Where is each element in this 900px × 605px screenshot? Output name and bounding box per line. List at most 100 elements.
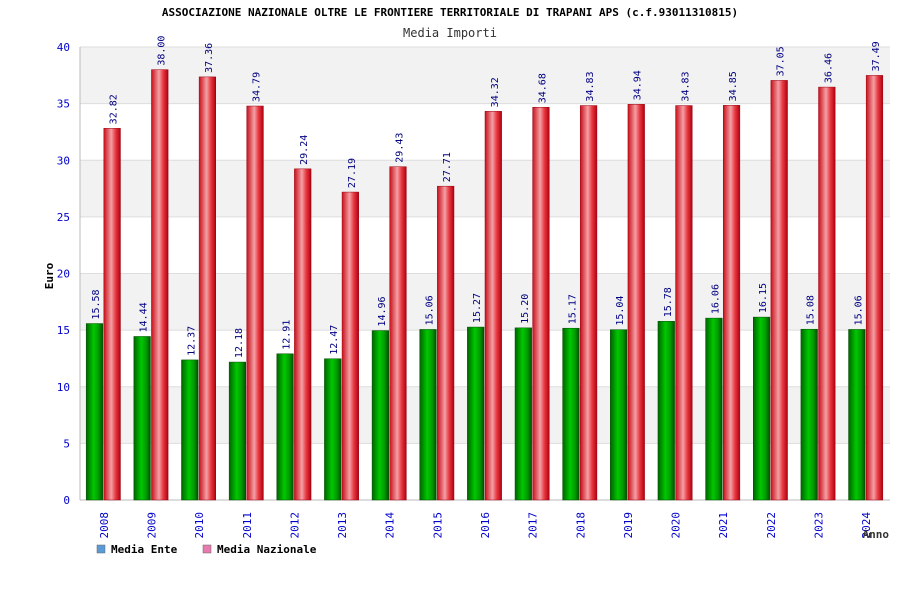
y-axis: 0 5 10 15 20 25 30 35 40 — [57, 41, 70, 507]
y-tick-label: 15 — [57, 324, 70, 337]
bar-media-nazionale — [198, 76, 216, 501]
bar-media-ente — [514, 327, 532, 501]
bar-media-nazionale — [437, 185, 455, 501]
legend-swatch — [96, 544, 106, 554]
bar-media-ente — [610, 329, 628, 501]
data-label: 38.00 — [156, 36, 167, 66]
bar-media-nazionale — [341, 191, 359, 501]
y-tick-label: 25 — [57, 211, 70, 224]
bar-media-nazionale — [532, 106, 550, 501]
data-label: 16.15 — [758, 283, 769, 313]
x-axis: 2008 2009 2010 2011 2012 2013 2014 2015 2016 2017… — [98, 512, 873, 539]
y-tick-label: 10 — [57, 381, 70, 394]
data-label: 15.78 — [663, 287, 674, 317]
y-tick-label: 0 — [63, 494, 70, 507]
data-label: 15.04 — [615, 296, 626, 326]
x-tick-label: 2009 — [145, 512, 158, 539]
x-tick-label: 2013 — [336, 512, 349, 539]
bar-media-nazionale — [484, 111, 502, 501]
bars — [85, 69, 884, 501]
x-tick-label: 2012 — [288, 512, 301, 539]
data-label: 16.06 — [710, 284, 721, 314]
bar-media-ente — [467, 326, 485, 501]
x-tick-label: 2016 — [479, 512, 492, 539]
bar-media-ente — [324, 358, 342, 501]
y-tick-label: 30 — [57, 154, 70, 167]
y-tick-label: 20 — [57, 268, 70, 281]
y-tick-label: 40 — [57, 41, 70, 54]
data-label: 12.91 — [282, 320, 293, 350]
data-label: 14.44 — [139, 302, 150, 332]
bar-media-ente — [753, 316, 771, 501]
x-tick-label: 2018 — [574, 512, 587, 539]
chart-title: ASSOCIAZIONE NAZIONALE OLTRE LE FRONTIER… — [162, 6, 738, 19]
legend-item-media-ente: Media Ente — [111, 543, 178, 556]
bar-media-nazionale — [627, 104, 645, 501]
data-label: 34.94 — [633, 70, 644, 100]
data-label: 15.20 — [520, 294, 531, 324]
x-tick-label: 2020 — [670, 512, 683, 539]
data-label: 29.43 — [395, 133, 406, 163]
bar-media-nazionale — [103, 128, 121, 501]
data-label: 15.17 — [567, 294, 578, 324]
data-label: 34.83 — [680, 71, 691, 101]
bar-media-ente — [276, 353, 294, 501]
x-tick-label: 2022 — [765, 512, 778, 539]
y-tick-label: 5 — [63, 437, 70, 450]
chart-subtitle: Media Importi — [403, 26, 497, 40]
bar-media-nazionale — [865, 75, 884, 501]
data-label: 34.79 — [252, 72, 263, 102]
x-tick-label: 2010 — [193, 512, 206, 539]
data-label: 14.96 — [377, 296, 388, 326]
data-label: 29.24 — [299, 135, 310, 165]
x-tick-label: 2011 — [241, 512, 254, 539]
data-label: 27.19 — [347, 158, 358, 188]
data-label: 12.47 — [329, 325, 340, 355]
data-label: 37.05 — [776, 46, 787, 76]
bar-media-nazionale — [580, 105, 598, 501]
bar-media-nazionale — [722, 105, 741, 501]
x-tick-label: 2024 — [860, 512, 873, 539]
data-label: 37.49 — [871, 41, 882, 71]
y-tick-label: 35 — [57, 98, 70, 111]
x-tick-label: 2014 — [384, 512, 397, 539]
bar-media-nazionale — [151, 69, 169, 501]
bar-media-ente — [228, 361, 247, 501]
bar-media-ente — [848, 329, 866, 501]
data-label: 34.85 — [728, 71, 739, 101]
bar-media-ente — [371, 330, 389, 501]
bar-media-ente — [562, 327, 580, 501]
data-label: 34.32 — [490, 77, 501, 107]
bar-media-ente — [181, 359, 199, 501]
bar-media-nazionale — [818, 86, 836, 501]
data-label: 15.27 — [472, 293, 483, 323]
x-tick-label: 2008 — [98, 512, 111, 539]
data-label: 15.58 — [91, 289, 102, 319]
bar-media-nazionale — [770, 80, 788, 501]
bar-media-nazionale — [246, 105, 264, 501]
data-label: 34.83 — [585, 71, 596, 101]
data-label: 12.37 — [186, 326, 197, 356]
data-label: 27.71 — [442, 152, 453, 182]
bar-media-ente — [85, 323, 104, 501]
bar-media-nazionale — [294, 168, 312, 501]
x-tick-label: 2019 — [622, 512, 635, 539]
bar-media-ente — [657, 321, 675, 501]
bar-media-nazionale — [389, 166, 407, 501]
data-label: 15.06 — [853, 295, 864, 325]
data-label: 32.82 — [109, 94, 120, 124]
legend: Media Ente Media Nazionale — [96, 543, 317, 556]
bar-media-ente — [133, 336, 151, 501]
legend-item-media-nazionale: Media Nazionale — [217, 543, 317, 556]
data-label: 15.08 — [806, 295, 817, 325]
data-label: 15.06 — [425, 295, 436, 325]
data-label: 12.18 — [234, 328, 245, 358]
x-axis-label: Anno — [863, 528, 890, 541]
x-tick-label: 2017 — [527, 512, 540, 539]
data-label: 37.36 — [204, 43, 215, 73]
bar-media-ente — [705, 317, 723, 501]
y-axis-label: Euro — [43, 262, 56, 289]
x-tick-label: 2015 — [431, 512, 444, 539]
